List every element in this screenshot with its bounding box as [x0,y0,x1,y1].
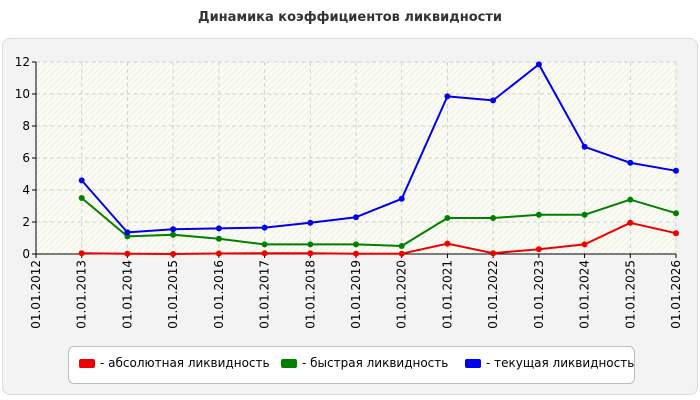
x-tick-label: 01.01.2016 [212,260,226,329]
data-point [353,250,359,257]
y-tick-label: 12 [15,55,30,69]
legend-item-0: - абсолютная ликвидность [79,356,270,370]
x-tick-label: 01.01.2019 [349,260,363,329]
data-point [398,250,405,257]
data-point [490,97,497,104]
data-point [215,250,222,257]
x-tick-label: 01.01.2017 [258,260,272,329]
legend-label: - текущая ликвидность [486,356,635,370]
data-point [673,167,679,174]
legend-item-1: - быстрая ликвидность [281,356,448,370]
legend-swatch-red [79,359,95,368]
x-tick-label: 01.01.2015 [166,260,180,329]
data-point [261,224,268,231]
y-tick-label: 8 [22,119,30,133]
data-point [490,215,497,221]
data-point [581,211,588,218]
chart-legend: - абсолютная ликвидность - быстрая ликви… [68,346,635,384]
x-tick-label: 01.01.2021 [440,260,454,329]
data-point [398,243,405,249]
data-point [124,250,131,257]
data-point [78,195,85,201]
data-point [78,250,85,257]
data-point [581,143,588,150]
x-tick-label: 01.01.2023 [532,260,546,329]
y-tick-label: 4 [22,183,30,197]
data-point [673,210,679,217]
data-point [170,231,177,238]
data-point [627,196,634,203]
data-point [627,219,634,226]
data-point [353,214,359,221]
data-point [535,61,542,68]
x-tick-label: 01.01.2026 [669,260,683,329]
data-point [490,250,497,257]
data-point [307,241,314,248]
y-tick-label: 10 [15,87,30,101]
x-tick-label: 01.01.2020 [395,260,409,329]
series-line-2 [80,63,677,234]
data-point [78,177,85,184]
legend-label: - быстрая ликвидность [302,356,449,370]
series-line-0 [81,221,677,255]
x-tick-label: 01.01.2018 [303,260,317,329]
data-point [307,219,314,226]
data-point [215,225,222,232]
y-tick-label: 0 [22,247,30,261]
data-point [261,250,268,257]
data-point [307,250,314,257]
data-point [170,226,177,233]
data-point [261,241,268,248]
data-point [170,251,177,257]
x-tick-label: 01.01.2014 [120,260,134,329]
data-point [215,235,222,242]
data-point [353,241,359,248]
legend-item-2: - текущая ликвидность [465,356,634,370]
data-point [398,195,405,202]
data-point [627,159,634,166]
legend-swatch-blue [465,359,481,368]
chart-title: Динамика коэффициентов ликвидности [198,10,502,25]
y-tick-label: 6 [22,151,30,165]
legend-label: - абсолютная ликвидность [100,356,270,370]
data-point [444,240,451,247]
data-point [673,230,679,237]
legend-swatch-green [281,359,297,368]
x-tick-label: 01.01.2022 [486,260,500,329]
series-line-1 [81,197,677,247]
x-tick-label: 01.01.2012 [29,260,43,329]
data-point [124,229,131,236]
data-point [444,215,451,221]
data-point [581,241,588,248]
data-point [535,246,542,253]
y-tick-label: 2 [22,215,30,229]
data-point [535,211,542,218]
data-point [444,93,451,100]
x-tick-label: 01.01.2025 [623,260,637,329]
x-tick-label: 01.01.2024 [578,260,592,329]
x-tick-label: 01.01.2013 [75,260,89,329]
